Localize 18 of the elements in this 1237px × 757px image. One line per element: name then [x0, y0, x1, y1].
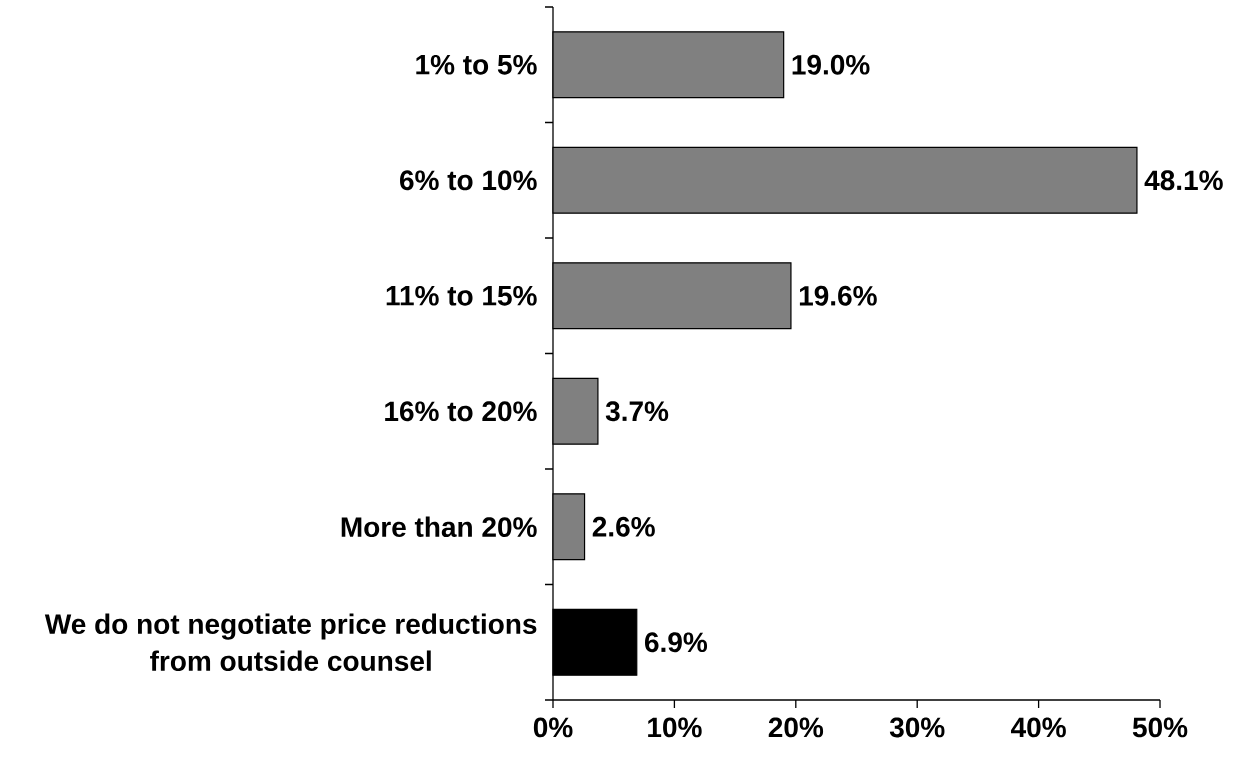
- data-label: 19.0%: [792, 54, 870, 75]
- x-tick-label: 30%: [889, 717, 945, 738]
- y-tick-label: More than 20%: [341, 516, 537, 538]
- x-tick-label: 50%: [1132, 717, 1188, 738]
- y-tick-label: 16% to 20%: [385, 401, 537, 422]
- x-tick-label: 0%: [533, 717, 573, 738]
- data-label: 48.1%: [1144, 170, 1223, 191]
- data-label: 6.9%: [645, 632, 708, 653]
- y-tick-label: We do not negotiate price reductions from outside counsel: [44, 613, 537, 672]
- x-tick-label: 20%: [768, 717, 824, 738]
- y-tick-label: 11% to 15%: [386, 285, 537, 306]
- data-label: 19.6%: [799, 285, 877, 306]
- x-tick-label: 40%: [1011, 717, 1066, 738]
- data-label: 3.7%: [605, 401, 669, 422]
- data-label: 2.6%: [592, 516, 655, 537]
- x-tick-label: 10%: [648, 717, 702, 738]
- y-tick-label: 6% to 10%: [400, 170, 537, 191]
- y-tick-label: 1% to 5%: [416, 54, 537, 75]
